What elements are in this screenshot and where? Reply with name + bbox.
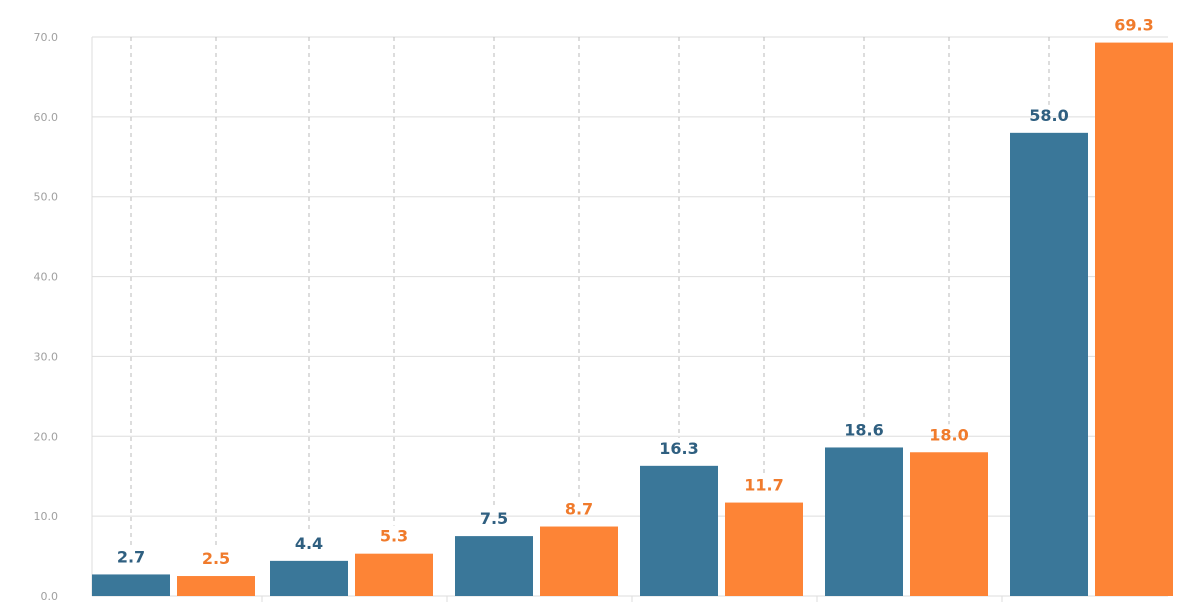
bar-series1-2 — [270, 560, 348, 596]
bar-series2-1 — [177, 576, 255, 596]
data-label: 18.0 — [929, 425, 968, 444]
data-label: 2.7 — [117, 547, 145, 566]
data-label: 2.5 — [202, 549, 230, 568]
gridlines — [91, 36, 1168, 602]
bar-series2-6 — [1095, 42, 1173, 596]
data-label: 5.3 — [380, 527, 408, 546]
data-label: 11.7 — [744, 476, 783, 495]
dashed-guides — [130, 37, 1050, 549]
bar-series1-3 — [455, 536, 533, 596]
bar-series1-4 — [640, 465, 718, 596]
data-label: 18.6 — [844, 420, 883, 439]
y-axis-ticks: 0.0 10.0 20.0 30.0 40.0 50.0 60.0 70.0 — [34, 31, 59, 603]
data-label: 4.4 — [295, 534, 323, 553]
bar-series2-5 — [910, 452, 988, 596]
bar-series1-1 — [92, 574, 170, 596]
y-tick-label: 50.0 — [34, 191, 59, 204]
y-tick-label: 10.0 — [34, 510, 59, 523]
bar-series2-3 — [540, 526, 618, 596]
value-labels: 2.7 2.5 4.4 5.3 7.5 8.7 16.3 11.7 18.6 18.0 58.0 69… — [117, 16, 1154, 568]
y-tick-label: 30.0 — [34, 350, 59, 363]
y-tick-label: 0.0 — [41, 590, 59, 603]
data-label: 8.7 — [565, 500, 593, 519]
bars — [92, 42, 1173, 597]
y-tick-label: 60.0 — [34, 111, 59, 124]
bar-series2-4 — [725, 502, 803, 596]
data-label: 58.0 — [1029, 106, 1068, 125]
data-label: 69.3 — [1114, 16, 1153, 35]
y-tick-label: 70.0 — [34, 31, 59, 44]
bar-series2-2 — [355, 553, 433, 596]
y-tick-label: 40.0 — [34, 271, 59, 284]
y-tick-label: 20.0 — [34, 430, 59, 443]
data-label: 7.5 — [480, 509, 508, 528]
data-label: 16.3 — [659, 439, 698, 458]
bar-series1-6 — [1010, 132, 1088, 597]
bar-series1-5 — [825, 447, 903, 596]
